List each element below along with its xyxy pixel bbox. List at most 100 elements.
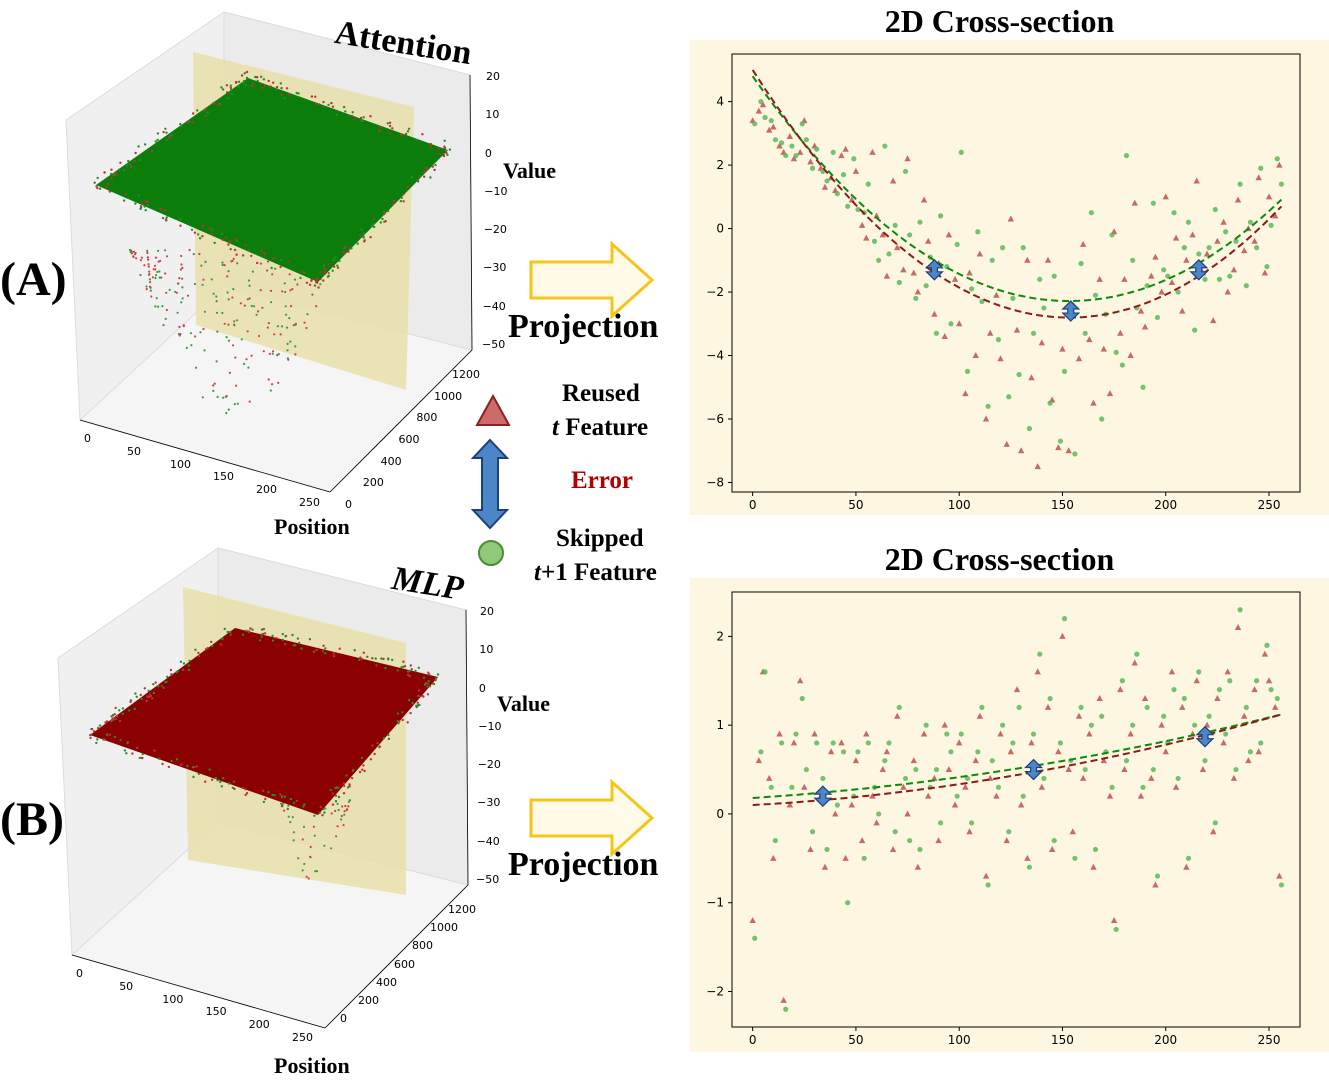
reused-feature-point	[801, 783, 808, 790]
reused-feature-point	[770, 854, 777, 861]
cube-point	[347, 800, 351, 803]
reused-feature-point	[1214, 237, 1221, 244]
skipped-feature-point	[1119, 362, 1125, 368]
skipped-feature-point	[917, 846, 923, 853]
cube-point	[302, 825, 306, 829]
reused-feature-point	[1065, 447, 1072, 454]
cube-point	[221, 261, 224, 264]
cube-point	[280, 93, 283, 97]
reused-feature-point	[1162, 193, 1169, 200]
cube-point	[237, 80, 241, 84]
skipped-feature-point	[845, 900, 851, 906]
cube-point	[141, 756, 144, 760]
reused-feature-point	[1038, 339, 1046, 346]
cube-point	[177, 332, 180, 336]
cube-point	[410, 668, 413, 671]
cube-point	[263, 632, 267, 635]
skipped-feature-point	[985, 403, 991, 409]
cube-point	[322, 272, 326, 276]
cube-point	[281, 804, 284, 807]
cube-point	[246, 298, 249, 301]
reused-feature-point	[894, 712, 901, 719]
cube-point	[267, 791, 270, 794]
cube-point	[219, 643, 223, 646]
cube-point	[149, 286, 152, 289]
reused-feature-point	[1110, 916, 1118, 923]
skipped-feature-point	[979, 704, 985, 711]
cube-point	[128, 163, 132, 166]
cube-point	[146, 200, 149, 203]
cube-point	[336, 266, 340, 269]
cube-point	[396, 669, 399, 672]
plot-title: 2D Cross-section	[885, 541, 1115, 577]
cube-point	[108, 733, 111, 736]
cube-point	[359, 233, 362, 237]
cube-point	[155, 297, 158, 300]
green-fit-curve	[751, 75, 1283, 302]
reused-feature-point	[1100, 345, 1107, 352]
cube-point	[295, 799, 299, 803]
cube-point	[230, 92, 233, 96]
reused-feature-point	[1189, 730, 1196, 737]
cube-point	[286, 799, 289, 803]
cube-point	[268, 352, 271, 355]
cube-point	[149, 694, 152, 698]
cube-point	[314, 277, 317, 280]
reused-feature-point	[832, 810, 839, 817]
cube-point	[262, 350, 265, 353]
cube-point	[315, 280, 318, 284]
cube-point	[383, 220, 386, 223]
cube-point	[300, 647, 303, 650]
cube-point	[133, 707, 136, 711]
skipped-feature-point	[1026, 425, 1033, 432]
reused-feature-point	[1044, 703, 1052, 710]
reused-feature-point	[1090, 863, 1097, 870]
reused-feature-point	[863, 730, 870, 737]
cube-point	[351, 768, 355, 772]
cube-point	[175, 671, 178, 674]
cube-point	[350, 247, 353, 250]
reused-feature-point	[1096, 275, 1103, 282]
reused-feature-point	[1234, 624, 1242, 631]
cube-point	[202, 109, 206, 112]
cube-point	[298, 641, 301, 645]
cube-point	[303, 321, 306, 324]
cube-point	[328, 265, 331, 268]
cube-point	[254, 75, 257, 79]
cube-point	[370, 224, 374, 228]
cube-point	[281, 632, 284, 636]
cube-point	[324, 652, 327, 655]
cube-point	[362, 116, 365, 119]
cube-point	[232, 780, 236, 783]
cube-point	[161, 762, 164, 766]
cube-point	[219, 103, 223, 106]
skipped-feature-point	[840, 172, 847, 178]
cube-point	[226, 630, 229, 634]
reused-feature-point	[1234, 196, 1242, 203]
reused-feature-point	[1038, 783, 1046, 790]
cube-point	[343, 245, 347, 249]
cube-point	[297, 92, 300, 95]
skipped-feature-point	[1216, 687, 1223, 693]
cube-point	[294, 353, 297, 356]
cube-z-tick: −10	[478, 719, 502, 733]
cube-point	[342, 251, 345, 254]
reused-feature-point	[935, 259, 942, 266]
cube-point	[415, 704, 418, 707]
cube-point	[434, 677, 438, 680]
cube-point	[143, 264, 146, 267]
skipped-feature-point	[975, 749, 981, 755]
legend-skipped-line1: Skipped	[556, 525, 644, 552]
reused-feature-point	[1127, 730, 1134, 737]
cube-point	[145, 285, 148, 288]
cube-point	[158, 757, 161, 761]
cube-point	[329, 256, 332, 259]
cube-point	[347, 805, 350, 808]
cube-point	[271, 634, 274, 638]
cube-y-tick: 0	[340, 1012, 347, 1025]
cube-point	[156, 138, 159, 142]
cube-a-position-label: Position	[274, 514, 350, 539]
cube-point	[227, 298, 230, 301]
cube-point	[130, 250, 133, 253]
cube-point	[240, 74, 244, 77]
